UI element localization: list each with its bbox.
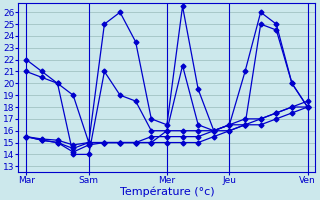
X-axis label: Température (°c): Température (°c) — [120, 187, 214, 197]
